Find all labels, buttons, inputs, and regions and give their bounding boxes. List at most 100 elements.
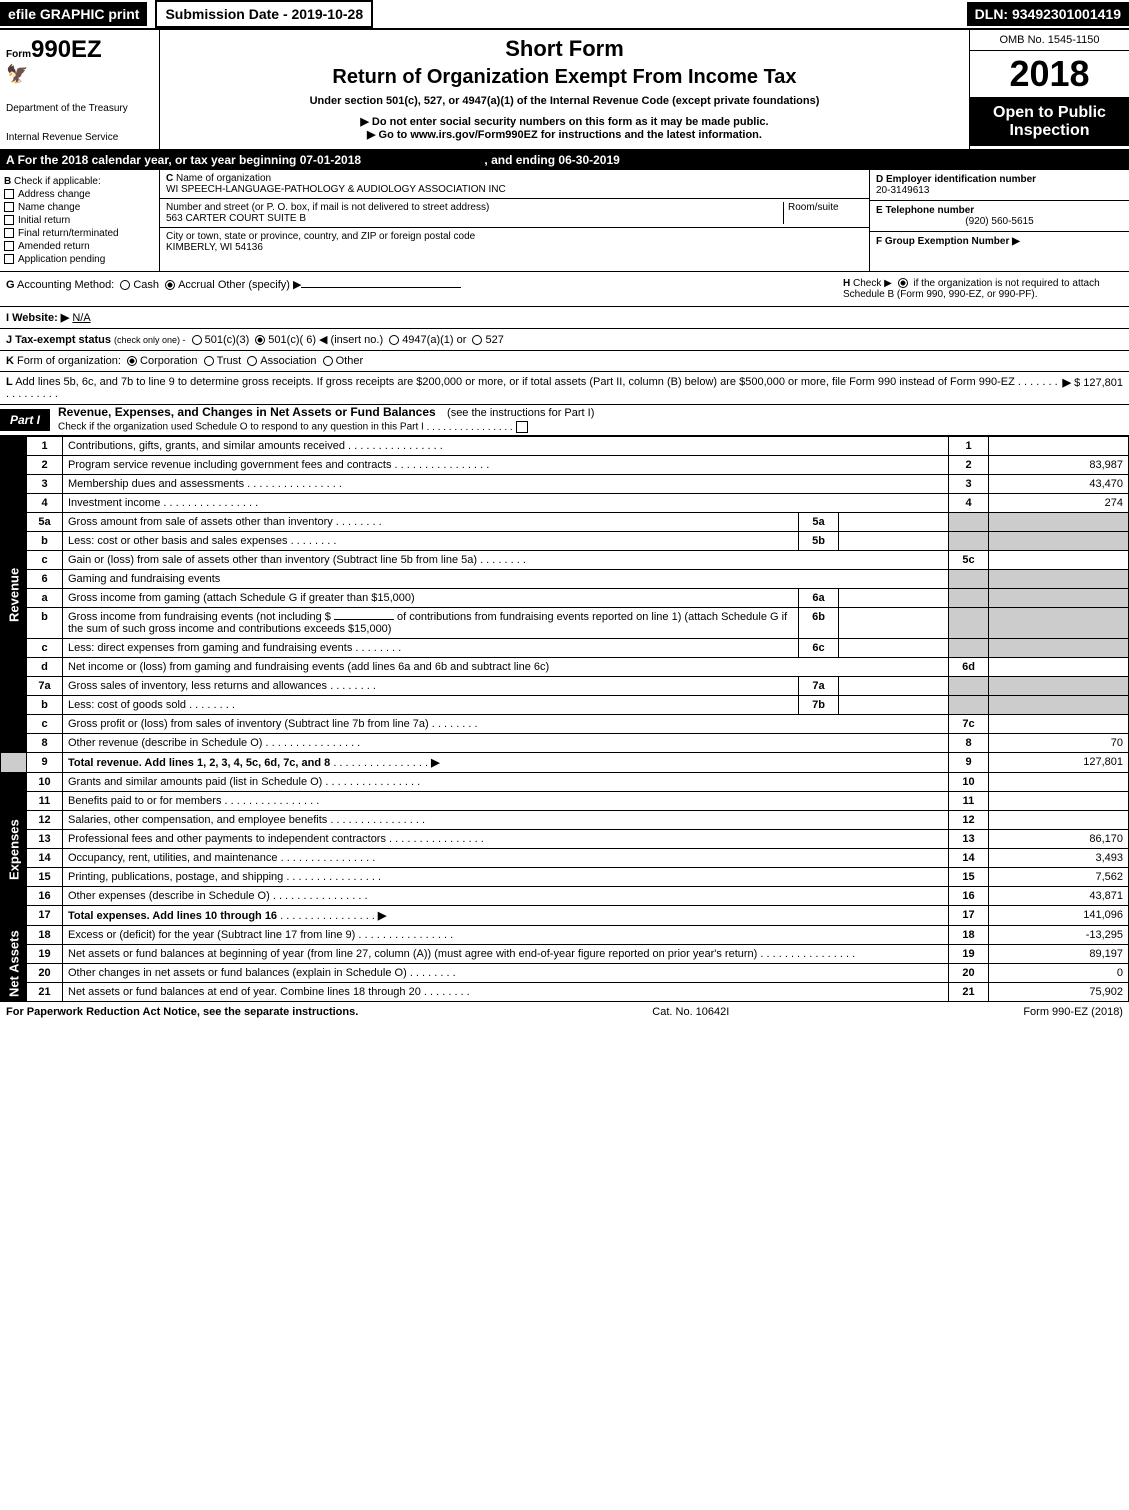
section-b-label: B	[4, 176, 11, 187]
section-g: G Accounting Method: Cash Accrual Other …	[6, 278, 843, 300]
header-right: OMB No. 1545-1150 2018 Open to Public In…	[969, 30, 1129, 149]
page-footer: For Paperwork Reduction Act Notice, see …	[0, 1002, 1129, 1022]
501c3-label: 501(c)(3)	[205, 334, 250, 346]
efile-print-button[interactable]: efile GRAPHIC print	[0, 2, 147, 26]
line-16-ref: 16	[949, 887, 989, 906]
section-a-tax-year: A For the 2018 calendar year, or tax yea…	[0, 150, 1129, 170]
line-14-ref: 14	[949, 849, 989, 868]
section-a-text: For the 2018 calendar year, or tax year …	[18, 153, 362, 167]
website-label: I Website: ▶	[6, 312, 69, 324]
line-5c-ref: 5c	[949, 551, 989, 570]
name-of-org-label: Name of organization	[176, 173, 271, 184]
line-21-no: 21	[27, 983, 63, 1002]
checkbox-name-change[interactable]	[4, 202, 14, 212]
line-7c-desc: Gross profit or (loss) from sales of inv…	[68, 718, 429, 730]
line-3-desc: Membership dues and assessments	[68, 478, 244, 490]
line-1-amt	[989, 437, 1129, 456]
line-15-ref: 15	[949, 868, 989, 887]
table-row: Expenses 10 Grants and similar amounts p…	[1, 773, 1129, 792]
part1-header: Part I Revenue, Expenses, and Changes in…	[0, 405, 1129, 436]
omb-number: OMB No. 1545-1150	[970, 30, 1129, 51]
radio-other[interactable]	[323, 356, 333, 366]
line-14-desc: Occupancy, rent, utilities, and maintena…	[68, 852, 278, 864]
section-d-label: D Employer identification number	[876, 174, 1036, 185]
table-row: 19 Net assets or fund balances at beginn…	[1, 945, 1129, 964]
line-12-no: 12	[27, 811, 63, 830]
section-l-text: Add lines 5b, 6c, and 7b to line 9 to de…	[15, 376, 1015, 388]
check-only-one: (check only one) -	[114, 335, 186, 345]
line-6d-ref: 6d	[949, 658, 989, 677]
topbar: efile GRAPHIC print Submission Date - 20…	[0, 0, 1129, 30]
form-990ez: 990EZ	[31, 36, 102, 63]
line-16-desc: Other expenses (describe in Schedule O)	[68, 890, 270, 902]
line-15-no: 15	[27, 868, 63, 887]
checkbox-application-pending[interactable]	[4, 254, 14, 264]
line-10-ref: 10	[949, 773, 989, 792]
radio-accrual[interactable]	[165, 280, 175, 290]
section-h: H Check ▶ if the organization is not req…	[843, 278, 1123, 300]
radio-501c3[interactable]	[192, 335, 202, 345]
table-row: b Gross income from fundraising events (…	[1, 608, 1129, 639]
radio-527[interactable]	[472, 335, 482, 345]
line-3-amt: 43,470	[989, 475, 1129, 494]
line-6b-amt-grey	[989, 608, 1129, 639]
line-7a-subval	[839, 677, 949, 696]
checkbox-schedule-o[interactable]	[516, 421, 528, 433]
radio-4947[interactable]	[389, 335, 399, 345]
527-label: 527	[485, 334, 503, 346]
section-b-checkif: Check if applicable:	[14, 176, 101, 187]
section-k: K Form of organization: Corporation Trus…	[0, 351, 1129, 372]
final-return-label: Final return/terminated	[18, 228, 119, 239]
line-7b-sub: 7b	[799, 696, 839, 715]
table-row: Revenue 1 Contributions, gifts, grants, …	[1, 437, 1129, 456]
table-row: 13 Professional fees and other payments …	[1, 830, 1129, 849]
line-8-ref: 8	[949, 734, 989, 753]
line-5b-desc: Less: cost or other basis and sales expe…	[68, 535, 288, 547]
line-11-desc: Benefits paid to or for members	[68, 795, 221, 807]
checkbox-address-change[interactable]	[4, 189, 14, 199]
table-row: 20 Other changes in net assets or fund b…	[1, 964, 1129, 983]
checkbox-initial-return[interactable]	[4, 215, 14, 225]
line-9-desc: Total revenue. Add lines 1, 2, 3, 4, 5c,…	[68, 757, 330, 769]
line-5b-amt-grey	[989, 532, 1129, 551]
radio-association[interactable]	[247, 356, 257, 366]
goto-link[interactable]: ▶ Go to www.irs.gov/Form990EZ for instru…	[172, 128, 957, 141]
section-i: I Website: ▶ N/A	[0, 307, 1129, 329]
line-7c-amt	[989, 715, 1129, 734]
line-13-amt: 86,170	[989, 830, 1129, 849]
line-7b-no: b	[27, 696, 63, 715]
line-5a-no: 5a	[27, 513, 63, 532]
line-1-desc: Contributions, gifts, grants, and simila…	[68, 440, 345, 452]
room-suite-label: Room/suite	[788, 202, 839, 213]
table-row: 9 Total revenue. Add lines 1, 2, 3, 4, 5…	[1, 753, 1129, 773]
radio-schedule-b-not-required[interactable]	[898, 278, 908, 288]
line-5a-subval	[839, 513, 949, 532]
part1-title: Revenue, Expenses, and Changes in Net As…	[50, 401, 444, 423]
line-7c-no: c	[27, 715, 63, 734]
line-9-ref: 9	[949, 753, 989, 773]
line-6d-amt	[989, 658, 1129, 677]
radio-trust[interactable]	[204, 356, 214, 366]
line-5a-sub: 5a	[799, 513, 839, 532]
checkbox-final-return[interactable]	[4, 228, 14, 238]
line-16-amt: 43,871	[989, 887, 1129, 906]
table-row: a Gross income from gaming (attach Sched…	[1, 589, 1129, 608]
table-row: 16 Other expenses (describe in Schedule …	[1, 887, 1129, 906]
form-prefix: Form	[6, 49, 31, 60]
line-1-ref: 1	[949, 437, 989, 456]
line-18-amt: -13,295	[989, 926, 1129, 945]
street-label: Number and street (or P. O. box, if mail…	[166, 202, 489, 213]
line-7b-subval	[839, 696, 949, 715]
radio-501c[interactable]	[255, 335, 265, 345]
telephone-value: (920) 560-5615	[876, 216, 1123, 227]
radio-corporation[interactable]	[127, 356, 137, 366]
table-row: 7a Gross sales of inventory, less return…	[1, 677, 1129, 696]
dept-irs: Internal Revenue Service	[6, 132, 153, 143]
section-j: J Tax-exempt status (check only one) - 5…	[0, 329, 1129, 351]
table-row: b Less: cost or other basis and sales ex…	[1, 532, 1129, 551]
org-name: WI SPEECH-LANGUAGE-PATHOLOGY & AUDIOLOGY…	[166, 184, 506, 195]
line-6b-subval	[839, 608, 949, 639]
radio-cash[interactable]	[120, 280, 130, 290]
line-13-ref: 13	[949, 830, 989, 849]
checkbox-amended-return[interactable]	[4, 241, 14, 251]
